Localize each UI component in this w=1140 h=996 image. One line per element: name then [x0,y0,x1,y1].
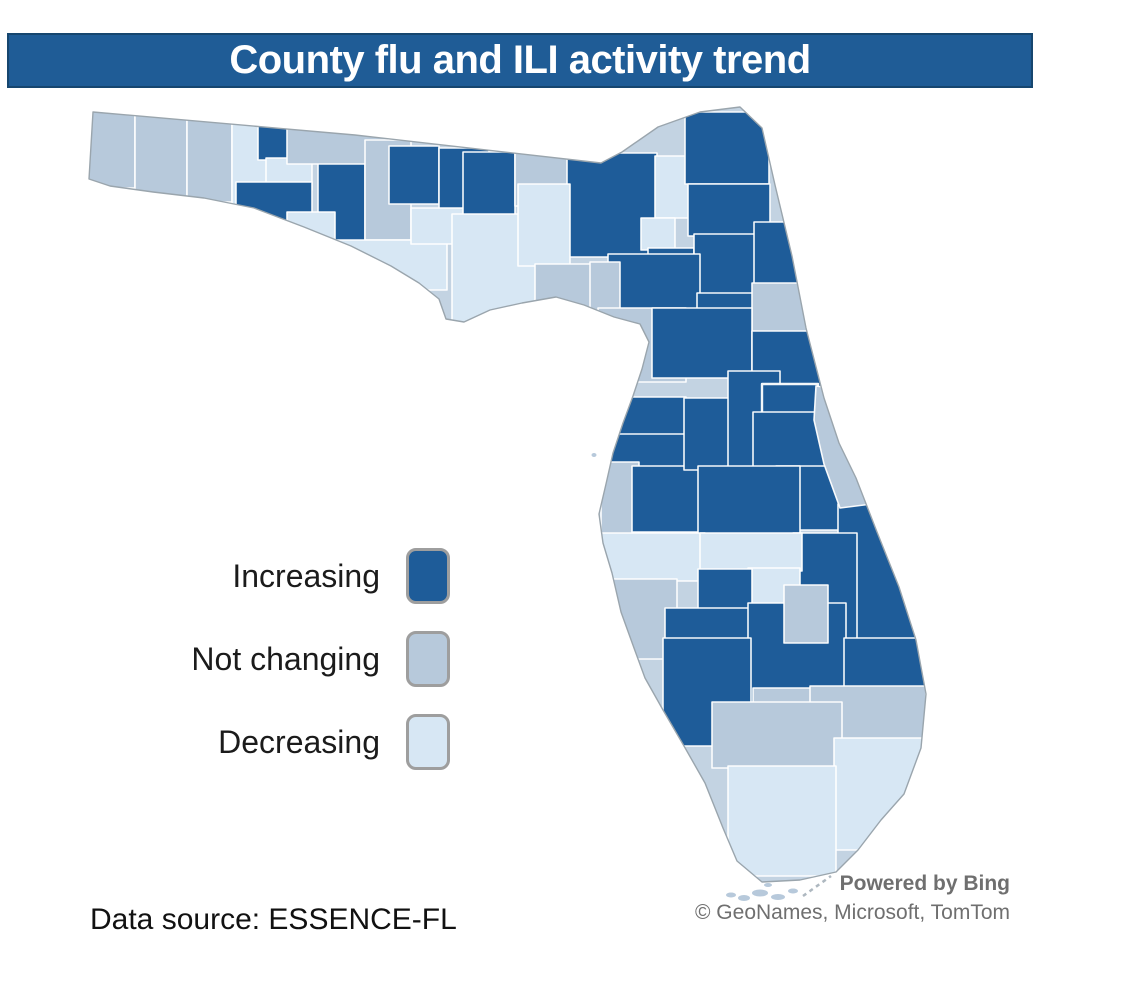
county-region [683,397,733,471]
county-region [783,584,829,644]
state-outline [88,106,927,883]
county-region [760,382,820,416]
county-region [600,532,706,582]
data-source-label: Data source: ESSENCE-FL [90,903,457,936]
legend-label: Not changing [191,640,380,677]
county-region [687,183,771,237]
page-title: County flu and ILI activity trend [229,38,811,82]
county-region [697,465,801,537]
legend-row-not-changing: Not changing [90,631,450,687]
attribution-powered-by: Powered by Bing [839,872,1010,895]
county-region [711,701,843,769]
county-region [595,396,687,436]
title-bar: County flu and ILI activity trend [7,33,1033,88]
county-region [751,282,815,334]
county-region [631,465,707,533]
county-region [186,115,233,203]
legend-swatch-increasing [406,548,450,604]
county-region [534,263,598,321]
legend-label: Decreasing [218,723,380,760]
attribution-copyright: © GeoNames, Microsoft, TomTom [695,901,1010,924]
county-region [334,239,448,291]
county-region [388,145,440,205]
county-region [607,253,701,311]
county-regions-layer [89,107,926,882]
county-region [697,568,753,614]
county-region [89,107,136,189]
legend-swatch-decreasing [406,714,450,770]
county-region [651,307,753,379]
legend-row-decreasing: Decreasing [90,714,450,770]
county-region [595,433,689,468]
county-region [462,151,516,217]
county-region [654,155,690,219]
county-region [134,111,188,199]
county-region [833,737,926,851]
legend-row-increasing: Increasing [90,548,450,604]
county-region [517,183,571,267]
legend-label: Increasing [232,557,380,594]
county-region [693,233,757,297]
county-region [640,217,676,251]
map-attribution: Powered by Bing © GeoNames, Microsoft, T… [610,869,1010,927]
county-region [727,765,837,877]
county-region [552,314,618,374]
county-region [684,111,770,185]
county-region [699,532,803,572]
legend-swatch-not-changing [406,631,450,687]
florida-keys-islands [591,453,832,901]
